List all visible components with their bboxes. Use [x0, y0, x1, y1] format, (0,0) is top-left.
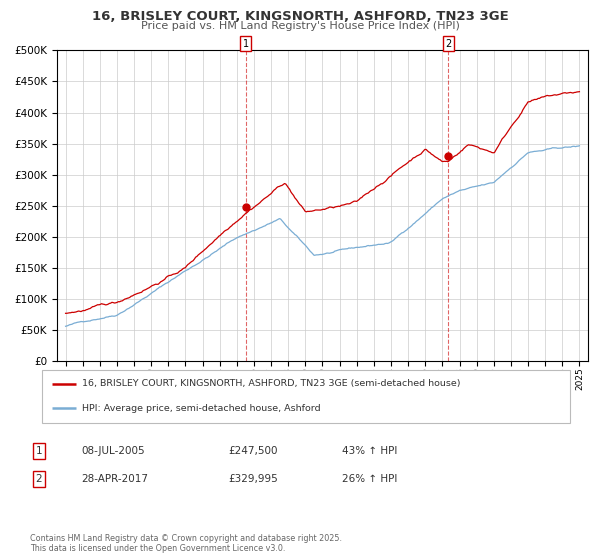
- Text: Contains HM Land Registry data © Crown copyright and database right 2025.
This d: Contains HM Land Registry data © Crown c…: [30, 534, 342, 553]
- Text: Price paid vs. HM Land Registry's House Price Index (HPI): Price paid vs. HM Land Registry's House …: [140, 21, 460, 31]
- Text: 16, BRISLEY COURT, KINGSNORTH, ASHFORD, TN23 3GE: 16, BRISLEY COURT, KINGSNORTH, ASHFORD, …: [92, 10, 508, 23]
- Text: £247,500: £247,500: [228, 446, 277, 456]
- Text: 08-JUL-2005: 08-JUL-2005: [81, 446, 145, 456]
- Text: 2: 2: [445, 39, 451, 49]
- Text: 1: 1: [242, 39, 249, 49]
- Text: 2: 2: [35, 474, 43, 484]
- Text: HPI: Average price, semi-detached house, Ashford: HPI: Average price, semi-detached house,…: [82, 404, 320, 413]
- Text: 28-APR-2017: 28-APR-2017: [81, 474, 148, 484]
- Text: £329,995: £329,995: [228, 474, 278, 484]
- Text: 16, BRISLEY COURT, KINGSNORTH, ASHFORD, TN23 3GE (semi-detached house): 16, BRISLEY COURT, KINGSNORTH, ASHFORD, …: [82, 380, 460, 389]
- FancyBboxPatch shape: [42, 370, 570, 423]
- Text: 1: 1: [35, 446, 43, 456]
- Text: 26% ↑ HPI: 26% ↑ HPI: [342, 474, 397, 484]
- Text: 43% ↑ HPI: 43% ↑ HPI: [342, 446, 397, 456]
